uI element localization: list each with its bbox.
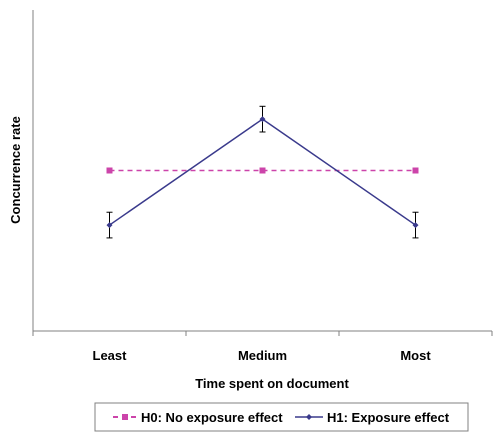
x-tick-label: Medium xyxy=(238,348,287,363)
series-h0 xyxy=(106,167,419,174)
data-point xyxy=(412,222,419,229)
legend-h0-swatch-marker xyxy=(122,414,128,420)
data-point xyxy=(106,222,113,229)
x-tick-label: Most xyxy=(400,348,431,363)
x-axis-ticks xyxy=(32,331,493,336)
series-h1 xyxy=(106,105,419,239)
x-tick-label: Least xyxy=(93,348,128,363)
series-layer xyxy=(106,105,419,239)
x-axis-title: Time spent on document xyxy=(195,376,349,391)
data-point xyxy=(412,167,419,174)
x-axis-tick-labels: Least Medium Most xyxy=(93,348,432,363)
legend-box xyxy=(94,402,469,432)
legend: H0: No exposure effect H1: Exposure effe… xyxy=(94,402,469,432)
legend-h0-label: H0: No exposure effect xyxy=(141,410,283,425)
y-axis-title: Concurrence rate xyxy=(8,116,23,224)
data-point xyxy=(259,116,266,123)
data-point xyxy=(106,167,113,174)
data-point xyxy=(259,167,266,174)
legend-h1-swatch-marker xyxy=(306,414,312,420)
legend-h1-label: H1: Exposure effect xyxy=(327,410,450,425)
